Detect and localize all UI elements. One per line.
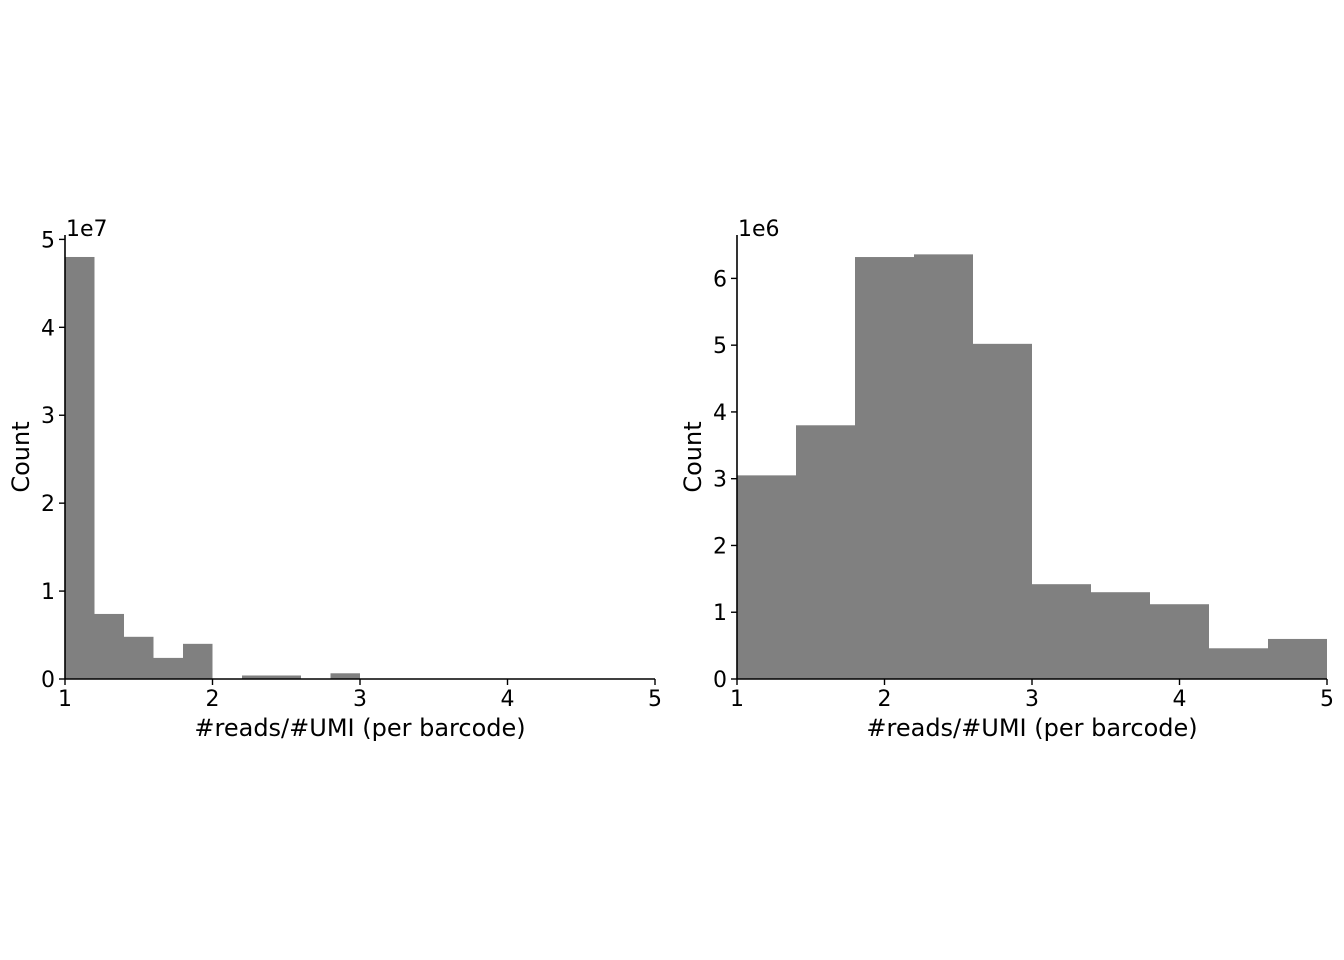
histogram-bar <box>737 475 796 679</box>
histogram-bar <box>153 657 183 679</box>
histogram-bar <box>914 254 973 679</box>
histogram-bar <box>330 673 360 679</box>
y-offset-label: 1e6 <box>738 217 780 242</box>
y-tick-label: 3 <box>41 404 55 429</box>
y-tick-label: 0 <box>713 668 727 693</box>
histogram-bar <box>1091 592 1150 679</box>
histogram-bar <box>1268 638 1327 679</box>
y-tick-label: 5 <box>41 228 55 253</box>
x-tick-label: 2 <box>206 687 220 712</box>
histogram-bar <box>183 643 213 679</box>
y-tick-label: 5 <box>713 334 727 359</box>
histogram-bar <box>65 256 95 679</box>
y-axis-label: Count <box>679 421 707 492</box>
x-tick-label: 4 <box>501 687 515 712</box>
x-tick-label: 5 <box>648 687 662 712</box>
histogram-bar <box>94 613 124 679</box>
histogram-bar <box>973 343 1032 679</box>
x-tick-label: 4 <box>1173 687 1187 712</box>
y-tick-label: 3 <box>713 468 727 493</box>
histogram-bar <box>796 425 855 679</box>
y-tick-label: 6 <box>713 267 727 292</box>
y-tick-label: 2 <box>41 492 55 517</box>
histogram-bar <box>271 675 301 679</box>
histogram-bar <box>124 636 154 679</box>
x-tick-label: 3 <box>353 687 367 712</box>
x-tick-label: 1 <box>730 687 744 712</box>
y-axis-label: Count <box>7 421 35 492</box>
y-tick-label: 0 <box>41 668 55 693</box>
x-tick-label: 3 <box>1025 687 1039 712</box>
y-tick-label: 2 <box>713 534 727 559</box>
x-axis-label: #reads/#UMI (per barcode) <box>194 714 525 742</box>
y-offset-label: 1e7 <box>66 217 108 242</box>
x-tick-label: 2 <box>878 687 892 712</box>
histogram-bar <box>1150 604 1209 679</box>
x-axis-label: #reads/#UMI (per barcode) <box>866 714 1197 742</box>
x-tick-label: 5 <box>1320 687 1334 712</box>
y-tick-label: 4 <box>713 401 727 426</box>
x-tick-label: 1 <box>58 687 72 712</box>
histogram-bar <box>1209 648 1268 679</box>
histogram-bar <box>1032 584 1091 679</box>
histogram-bar <box>242 675 272 679</box>
y-tick-label: 4 <box>41 316 55 341</box>
y-tick-label: 1 <box>713 601 727 626</box>
y-tick-label: 1 <box>41 580 55 605</box>
histogram-bar <box>855 257 914 679</box>
